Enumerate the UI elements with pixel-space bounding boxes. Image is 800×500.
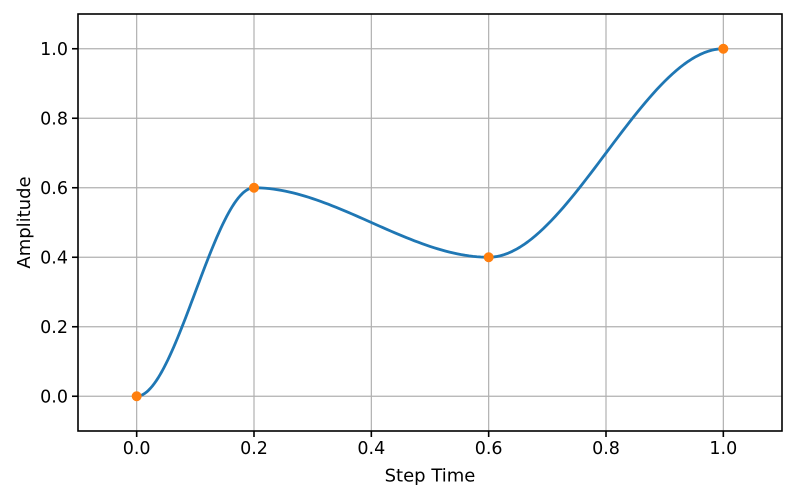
x-tick-label-0.8: 0.8	[592, 439, 620, 459]
y-tick-label-1.0: 1.0	[40, 40, 68, 60]
x-tick-label-1.0: 1.0	[709, 439, 737, 459]
grid-layer	[78, 14, 782, 431]
y-tick-label-0.6: 0.6	[40, 179, 68, 199]
x-tick-label-0.4: 0.4	[357, 439, 385, 459]
x-tick-label-0.0: 0.0	[123, 439, 151, 459]
axes-layer	[77, 13, 783, 432]
x-axis-label: Step Time	[385, 466, 476, 487]
y-tick-label-0.2: 0.2	[40, 318, 68, 338]
marker-keyframe-points-1.0	[718, 43, 729, 54]
series-layer	[131, 43, 729, 402]
y-tick-label-0.8: 0.8	[40, 109, 68, 129]
x-tick-label-0.6: 0.6	[475, 439, 503, 459]
y-axis-label: Amplitude	[14, 176, 35, 268]
tick-layer: 0.0 0.2 0.4 0.6 0.8 1.0 0.0 0.2 0.4 0.6 0.8 1.0	[40, 40, 737, 459]
x-tick-label-0.2: 0.2	[240, 439, 268, 459]
y-tick-label-0.4: 0.4	[40, 248, 68, 268]
marker-keyframe-points-0.6	[483, 252, 494, 263]
y-tick-label-0.0: 0.0	[40, 387, 68, 407]
marker-keyframe-points-0.2	[249, 182, 259, 193]
axes-frame	[77, 13, 783, 432]
marker-keyframe-points-0.0	[131, 391, 142, 402]
series-line-interpolated-curve	[135, 47, 725, 398]
